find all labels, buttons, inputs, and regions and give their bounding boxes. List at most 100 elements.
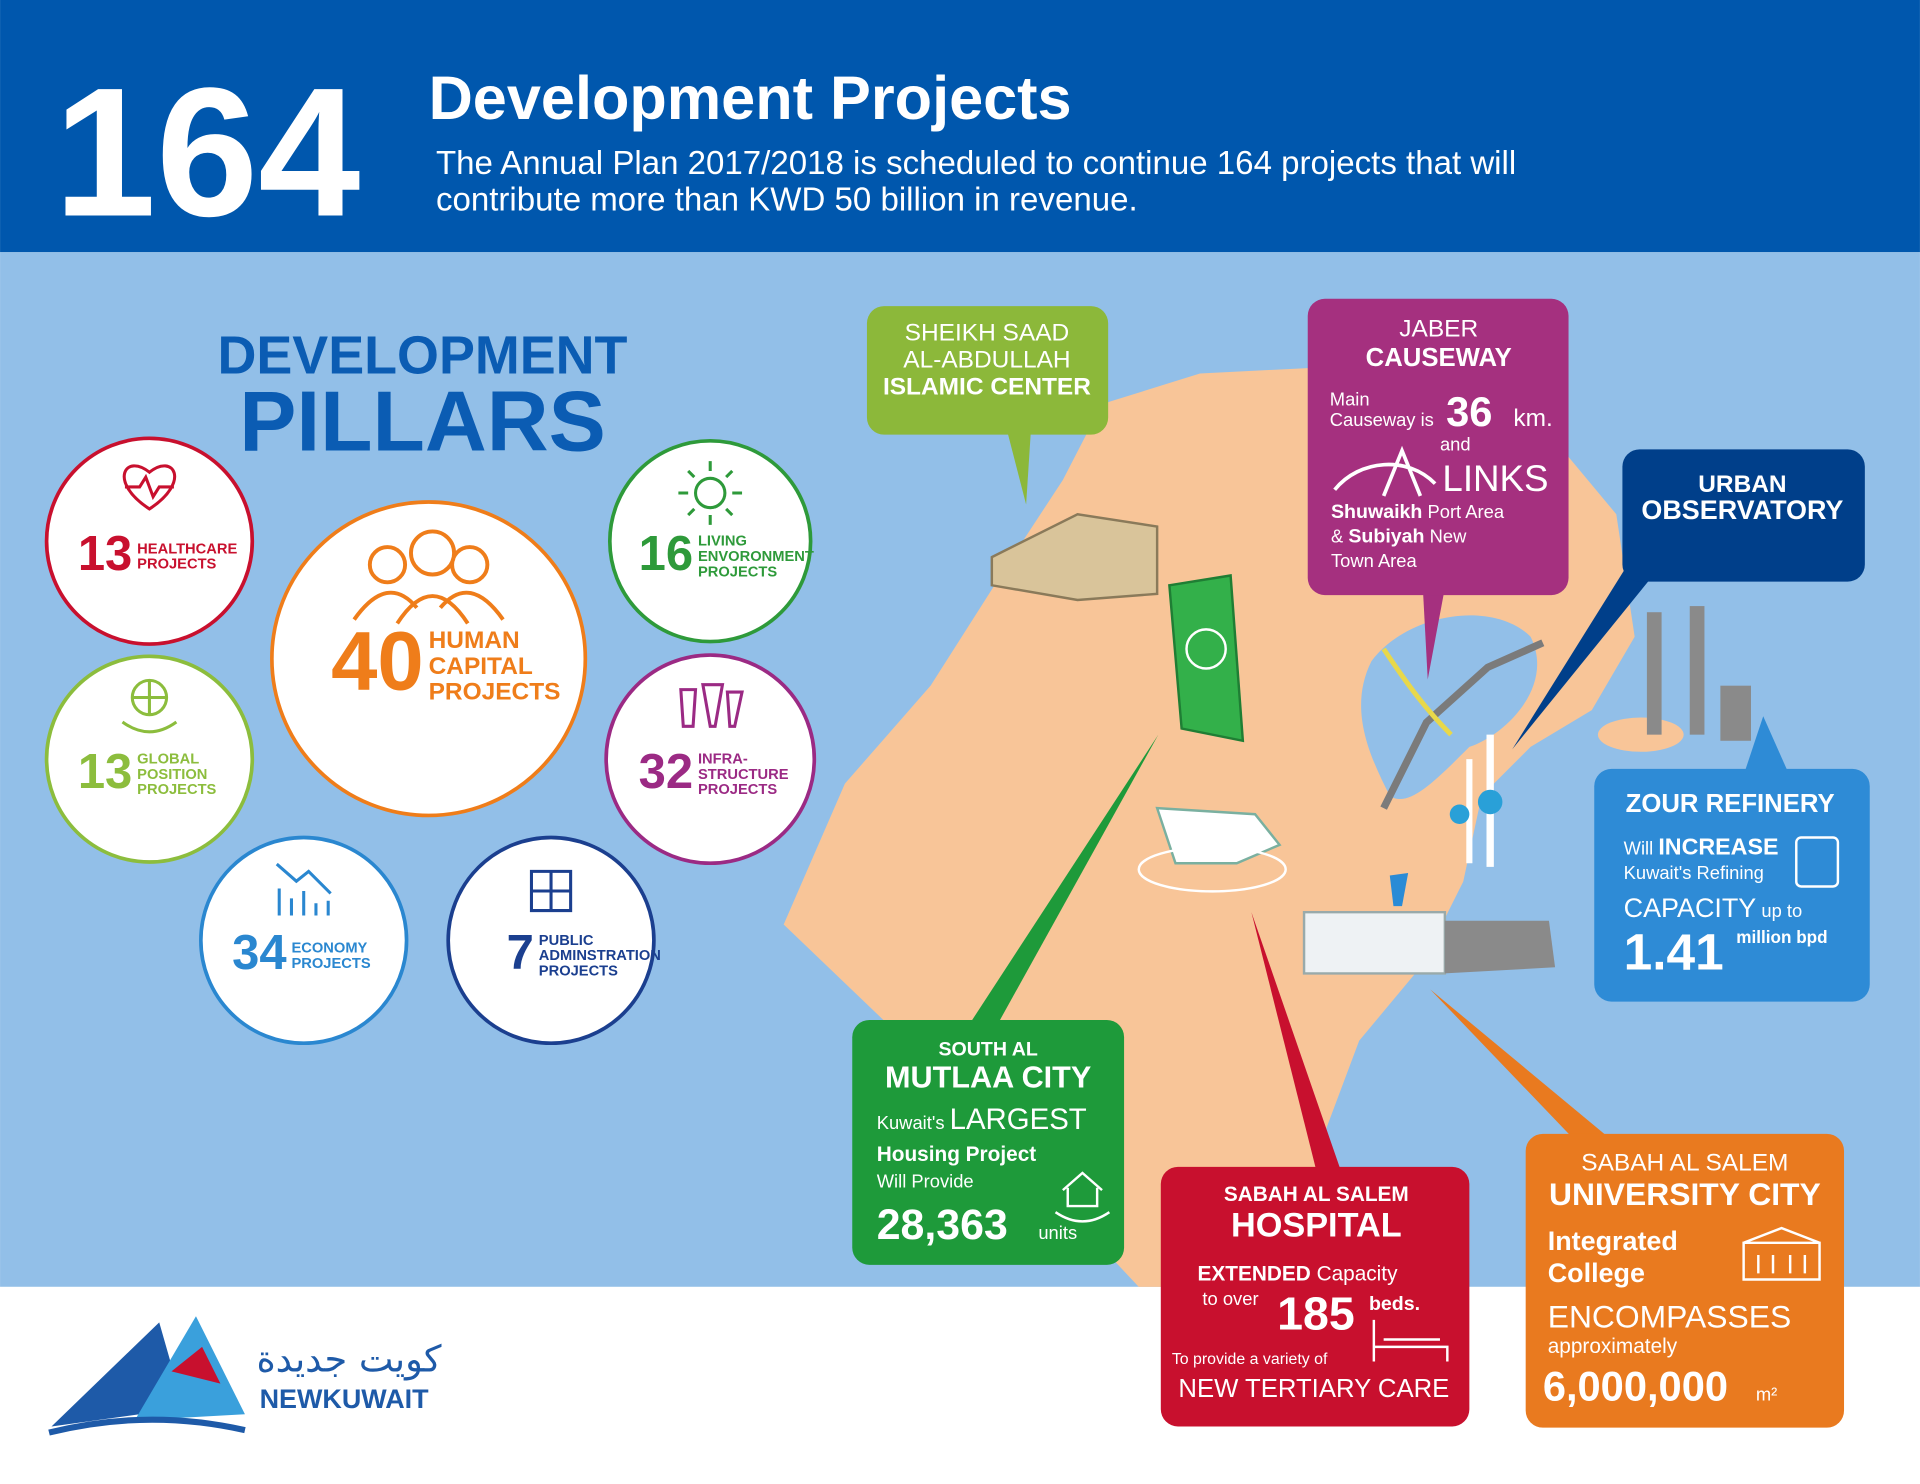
pointer [1512,563,1654,750]
pointer [969,734,1159,1024]
text: CAPACITY [1624,893,1757,923]
pillar-icon [352,529,505,625]
pointer [1744,716,1788,772]
house-icon [1054,1171,1111,1223]
pillar-number: 40 [331,614,424,707]
callout-text: million bpd [1736,927,1827,947]
pillars-title: DEVELOPMENT [217,325,627,385]
hospital-building [1302,910,1447,975]
pillar-label: PROJECTS [137,557,216,573]
callout-text: Main [1330,388,1370,409]
logo-arabic: كويت جديدة [256,1337,442,1380]
callout-text: to over [1202,1288,1258,1309]
pillar-label: PROJECTS [137,782,216,798]
callout-box [1160,1166,1470,1427]
callout-text: Will Provide [877,1171,974,1192]
callout-box [852,1019,1125,1265]
university-ring [1137,846,1287,893]
big-number: 164 [54,49,360,254]
callout-number: 28,363 [877,1201,1008,1249]
text-bold: INCREASE [1658,834,1778,860]
text: Port Area [1428,501,1505,522]
causeway-link [1381,647,1453,737]
barrel-icon [1795,836,1840,888]
pillar-label: GLOBAL [137,752,199,768]
pillar-icon [678,461,743,525]
title: Development Projects [429,64,1072,132]
islamic-center-building [990,512,1159,602]
pillar-label: PROJECTS [698,782,777,798]
callout-text: UNIVERSITY CITY [1549,1176,1821,1212]
callout-text: Shuwaikh Port Area [1331,501,1505,523]
callout-text: approximately [1548,1335,1678,1358]
mutlaa-area [1168,574,1245,743]
pillar-label: LIVING [698,534,747,550]
pillar-circle [446,835,656,1046]
callout-text: Integrated [1548,1226,1678,1256]
logo-name-a: NEW [260,1384,323,1414]
text: LARGEST [950,1103,1087,1136]
text: Kuwait's [877,1112,945,1133]
callout-text: To provide a variety of [1172,1351,1328,1368]
callout-text: JABER [1399,316,1478,343]
callout-number: 1.41 [1624,923,1724,981]
logo-name: NEWKUWAIT [260,1384,430,1414]
bridge-icon [1333,445,1437,497]
pillar-number: 16 [639,527,693,581]
callout-text: Causeway is [1330,409,1434,430]
text-bold: EXTENDED [1198,1263,1311,1286]
callout-text: units [1038,1222,1077,1243]
refinery-tower [1689,606,1705,735]
pillar-label: PROJECTS [429,678,561,705]
callout-text: Will INCREASE [1624,834,1779,860]
callout-text: College [1548,1258,1645,1288]
pillar-circle [604,653,817,866]
pillar-label: STRUCTURE [698,767,789,783]
pillar-label: INFRA- [698,752,748,768]
callout-text: beds. [1369,1293,1420,1315]
pillar-circle [44,436,255,646]
callout-text: SHEIKH SAAD [905,319,1070,346]
callout-box [866,306,1109,435]
header-band [0,0,1920,253]
callout-text: CAUSEWAY [1366,344,1512,372]
callout-number: 6,000,000 [1543,1363,1728,1410]
callout-text: SABAH AL SALEM [1581,1150,1788,1177]
college-icon [1742,1226,1821,1281]
callout-box [1307,298,1569,596]
hospital-wing [1444,920,1556,974]
pillar-number: 13 [78,527,132,581]
callout-text: URBAN [1698,471,1786,498]
text-bold: Subiyah [1348,525,1424,547]
map-island [1597,717,1684,752]
pillar-label: PROJECTS [698,564,777,580]
callout-text: OBSERVATORY [1641,495,1843,525]
pillar-label: HEALTHCARE [137,541,237,557]
text: up to [1761,900,1802,921]
pillar-circle [199,835,409,1046]
callout-text: LINKS [1442,458,1548,499]
callout-number: 36 [1446,388,1492,435]
pillar-icon [275,862,332,916]
pillar-number: 32 [639,745,693,799]
callout-text: HOSPITAL [1231,1207,1402,1245]
pillar-label: POSITION [137,767,207,783]
pillar-label: HUMAN [429,627,520,654]
pointer [1006,428,1032,505]
pillar-icon [122,464,177,511]
text: Capacity [1317,1263,1399,1286]
pillars-title: PILLARS [239,374,606,470]
subtitle-line: contribute more than KWD 50 billion in r… [436,182,1138,219]
callout-text: CAPACITY up to [1624,893,1803,923]
pillar-circle [270,500,588,818]
pillar-label: ADMINSTRATION [539,948,661,964]
pillar-icon [121,678,178,734]
bed-icon [1372,1319,1449,1362]
pillar-circle [607,438,813,644]
callout-text: SOUTH AL [938,1038,1037,1060]
callout-text: ENCOMPASSES [1548,1298,1791,1334]
pillar-icon [679,683,744,728]
callout-text: and [1440,434,1471,455]
